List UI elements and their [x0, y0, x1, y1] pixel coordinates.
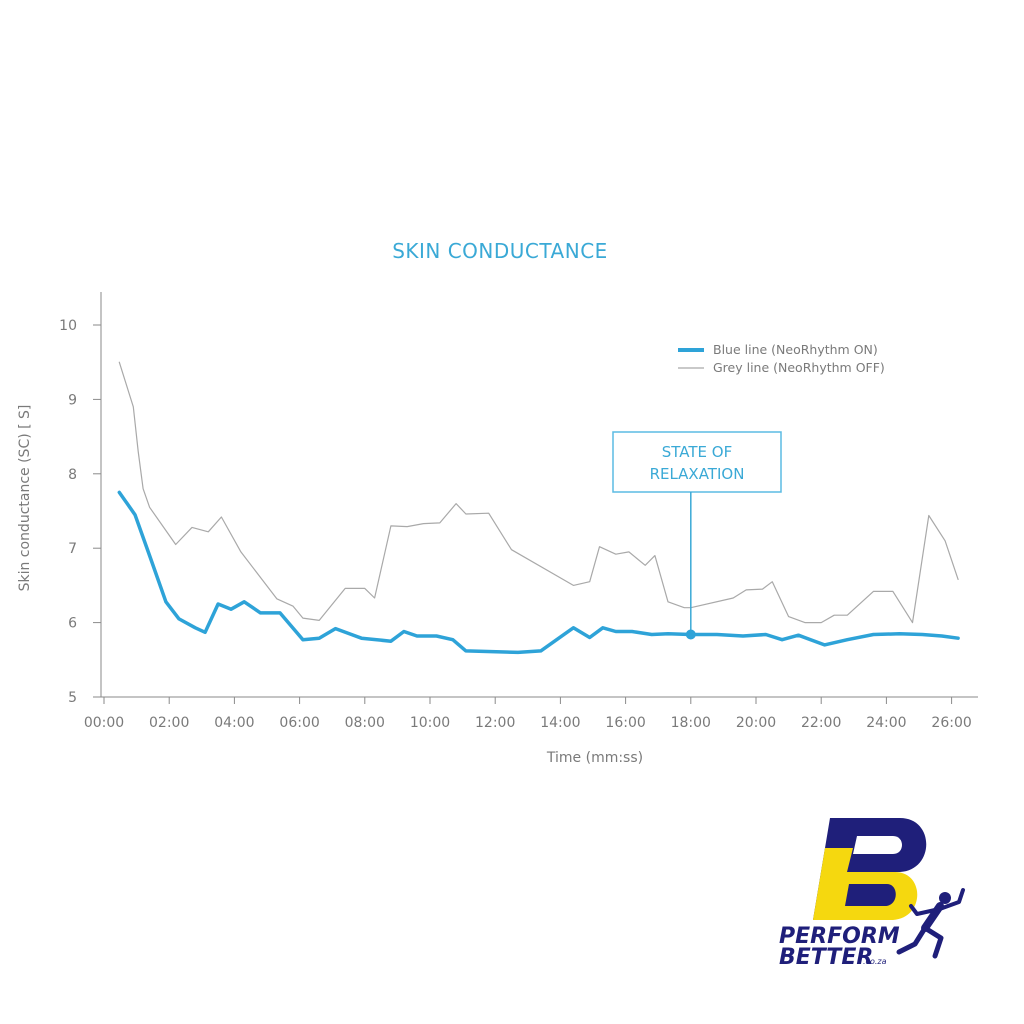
- series-line-blue: [117, 490, 960, 655]
- legend-label-grey: Grey line (NeoRhythm OFF): [713, 360, 885, 375]
- x-axis-label: Time (mm:ss): [546, 750, 643, 766]
- x-tick-label: 24:00: [866, 715, 906, 731]
- logo-text-suffix: .co.za: [863, 957, 887, 966]
- x-tick-label: 00:00: [84, 715, 124, 731]
- y-axis-label: Skin conductance (SC) [ S]: [17, 405, 33, 592]
- annotation-line-1: STATE OF: [662, 443, 732, 461]
- x-tick-label: 08:00: [345, 715, 385, 731]
- runner-icon: [896, 888, 965, 959]
- y-ticks: 5 6 7 8 9 10: [59, 318, 101, 706]
- x-tick-label: 16:00: [605, 715, 645, 731]
- x-tick-label: 12:00: [475, 715, 515, 731]
- x-tick-label: 02:00: [149, 715, 189, 731]
- annotation-line-2: RELAXATION: [650, 465, 745, 483]
- series-layer: [117, 361, 960, 655]
- perform-better-logo: PERFORM BETTER .co.za: [775, 810, 975, 980]
- x-ticks: 00:00 02:00 04:00 06:00 08:00 10:00 12:00 14:00…: [84, 697, 972, 731]
- annotation-marker: [685, 629, 696, 640]
- skin-conductance-chart: SKIN CONDUCTANCE 5 6 7 8 9 10 00:00 02:00 04:00…: [17, 239, 978, 766]
- logo-b-counter: [845, 884, 896, 906]
- logo-text-line1: PERFORM: [779, 924, 900, 949]
- x-tick-label: 20:00: [736, 715, 776, 731]
- logo-text-line2: BETTER: [779, 945, 873, 970]
- chart-title: SKIN CONDUCTANCE: [392, 239, 608, 263]
- x-tick-label: 14:00: [540, 715, 580, 731]
- x-tick-label: 06:00: [279, 715, 319, 731]
- y-tick-label: 9: [68, 392, 77, 408]
- relaxation-annotation: STATE OF RELAXATION: [612, 431, 782, 640]
- x-tick-label: 26:00: [931, 715, 971, 731]
- y-tick-label: 8: [68, 467, 77, 483]
- x-tick-label: 18:00: [671, 715, 711, 731]
- y-tick-label: 7: [68, 541, 77, 557]
- y-tick-label: 5: [68, 690, 77, 706]
- annotation-box: [612, 431, 782, 493]
- legend: Blue line (NeoRhythm ON) Grey line (NeoR…: [678, 342, 885, 375]
- x-tick-label: 04:00: [214, 715, 254, 731]
- x-tick-label: 10:00: [410, 715, 450, 731]
- y-tick-label: 6: [68, 616, 77, 632]
- logo-p-counter: [853, 836, 902, 854]
- logo-mark: PERFORM BETTER .co.za: [779, 818, 965, 970]
- legend-label-blue: Blue line (NeoRhythm ON): [713, 342, 878, 357]
- x-tick-label: 22:00: [801, 715, 841, 731]
- y-tick-label: 10: [59, 318, 77, 334]
- series-line-grey: [118, 361, 959, 624]
